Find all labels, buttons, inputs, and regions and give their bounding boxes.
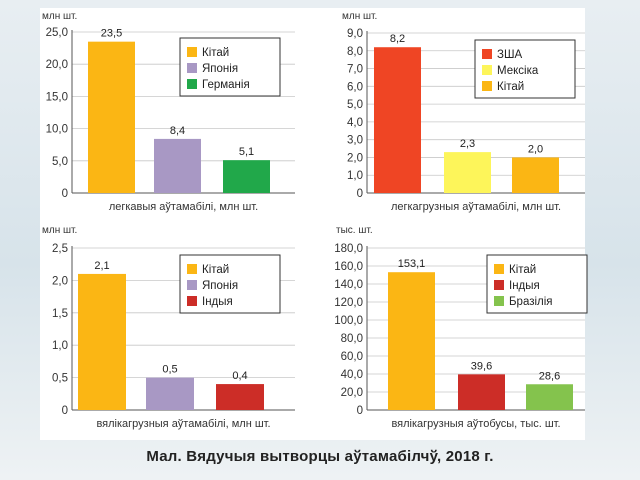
- data-label: 8,4: [170, 125, 185, 137]
- legend-label: Кітай: [202, 264, 229, 276]
- chart-passenger-cars: млн шт. 0 5,0 10,0 15,0 20,0 25,0 23,5 8,4 5,1 лег…: [42, 11, 295, 213]
- data-label: 153,1: [398, 258, 426, 270]
- legend-swatch: [187, 264, 197, 274]
- data-label: 2,0: [528, 143, 543, 155]
- y-tick-label: 160,0: [334, 261, 363, 273]
- y-tick-label: 140,0: [334, 279, 363, 291]
- data-label: 23,5: [101, 28, 122, 40]
- chart-light-trucks: млн шт. 0 1,0 2,0 3,0 4,0 5,0 6,0 7,0 8,0 9,0 8,2 2,…: [342, 11, 585, 213]
- data-label: 0,5: [162, 364, 177, 376]
- legend-swatch: [187, 63, 197, 73]
- data-label: 5,1: [239, 146, 254, 158]
- legend-label: Індыя: [509, 280, 540, 292]
- bar-1: [78, 273, 126, 410]
- legend-swatch: [187, 79, 197, 89]
- y-tick-label: 6,0: [347, 81, 363, 93]
- figure-caption: Мал. Вядучыя вытворцы аўтамабілчў, 2018 …: [146, 448, 494, 465]
- legend-label: Германія: [202, 79, 250, 91]
- y-tick-label: 0,5: [52, 373, 68, 385]
- y-tick-label: 0: [62, 405, 68, 417]
- legend-swatch: [494, 280, 504, 290]
- chart-heavy-buses: тыс. шт. 0 20,0 40,0 60,0 80,0 100,0 120,0 140,0…: [334, 225, 588, 430]
- bar-2: [444, 152, 491, 193]
- legend-label: Мексіка: [497, 65, 539, 77]
- y-tick-label: 0: [357, 405, 363, 417]
- y-tick-label: 20,0: [46, 59, 68, 71]
- legend-label: Кітай: [202, 47, 229, 59]
- chart-heavy-trucks: млн шт. 0 0,5 1,0 1,5 2,0 2,5 2,1 0,5 0,4 вялікагр…: [42, 225, 295, 430]
- y-tick-label: 2,0: [347, 152, 363, 164]
- bar-3: [216, 384, 264, 410]
- bar-1: [388, 272, 435, 410]
- y-tick-label: 25,0: [46, 27, 68, 39]
- unit-label: млн шт.: [42, 11, 77, 22]
- legend-label: ЗША: [497, 49, 522, 61]
- y-tick-label: 0: [62, 188, 68, 200]
- x-axis-label: вялікагрузныя аўтобусы, тыс. шт.: [391, 418, 560, 430]
- y-tick-label: 2,0: [52, 275, 68, 287]
- legend-swatch: [482, 49, 492, 59]
- x-axis-label: легкавыя аўтамабілі, млн шт.: [109, 201, 258, 213]
- legend-swatch: [494, 264, 504, 274]
- x-axis-label: вялікагрузныя аўтамабілі, млн шт.: [96, 418, 270, 430]
- y-tick-label: 1,0: [52, 340, 68, 352]
- data-label: 0,4: [232, 370, 247, 382]
- legend: Кітай Японія Германія: [179, 37, 281, 97]
- legend-swatch: [187, 280, 197, 290]
- y-tick-label: 20,0: [341, 387, 363, 399]
- legend: Кітай Японія Індыя: [179, 254, 281, 314]
- bar-1: [374, 47, 421, 193]
- y-tick-label: 4,0: [347, 117, 363, 129]
- y-tick-label: 15,0: [46, 91, 68, 103]
- y-tick-label: 0: [357, 188, 363, 200]
- data-label: 2,3: [460, 138, 475, 150]
- legend-label: Кітай: [509, 264, 536, 276]
- y-tick-label: 40,0: [341, 369, 363, 381]
- y-tick-label: 180,0: [334, 243, 363, 255]
- y-tick-label: 120,0: [334, 297, 363, 309]
- legend: Кітай Індыя Бразілія: [486, 254, 588, 314]
- y-tick-label: 7,0: [347, 64, 363, 76]
- y-tick-label: 3,0: [347, 135, 363, 147]
- bar-2: [154, 138, 201, 193]
- legend-label: Бразілія: [509, 296, 553, 308]
- bar-3: [526, 384, 573, 410]
- legend-swatch: [494, 296, 504, 306]
- data-label: 8,2: [390, 33, 405, 45]
- data-label: 39,6: [471, 360, 492, 372]
- y-tick-label: 5,0: [52, 156, 68, 168]
- data-label: 2,1: [94, 260, 109, 272]
- y-tick-label: 9,0: [347, 28, 363, 40]
- y-tick-label: 1,5: [52, 308, 68, 320]
- legend-swatch: [482, 65, 492, 75]
- x-axis-label: легкагрузныя аўтамабілі, млн шт.: [391, 201, 561, 213]
- legend-label: Індыя: [202, 296, 233, 308]
- data-label: 28,6: [539, 370, 560, 382]
- bar-3: [223, 160, 270, 193]
- y-tick-label: 8,0: [347, 46, 363, 58]
- legend-swatch: [482, 81, 492, 91]
- legend-swatch: [187, 47, 197, 57]
- unit-label: млн шт.: [342, 11, 377, 22]
- y-tick-label: 2,5: [52, 243, 68, 255]
- y-tick-label: 60,0: [341, 351, 363, 363]
- unit-label: млн шт.: [42, 225, 77, 236]
- bar-1: [88, 41, 135, 193]
- bar-2: [146, 377, 194, 410]
- y-tick-label: 10,0: [46, 124, 68, 136]
- y-tick-label: 5,0: [347, 99, 363, 111]
- bar-3: [512, 157, 559, 193]
- legend-swatch: [187, 296, 197, 306]
- y-tick-label: 100,0: [334, 315, 363, 327]
- y-tick-label: 1,0: [347, 170, 363, 182]
- bar-2: [458, 374, 505, 410]
- legend: ЗША Мексіка Кітай: [474, 39, 576, 99]
- legend-label: Японія: [202, 63, 238, 75]
- legend-label: Кітай: [497, 81, 524, 93]
- unit-label: тыс. шт.: [336, 225, 373, 236]
- legend-label: Японія: [202, 280, 238, 292]
- y-tick-label: 80,0: [341, 333, 363, 345]
